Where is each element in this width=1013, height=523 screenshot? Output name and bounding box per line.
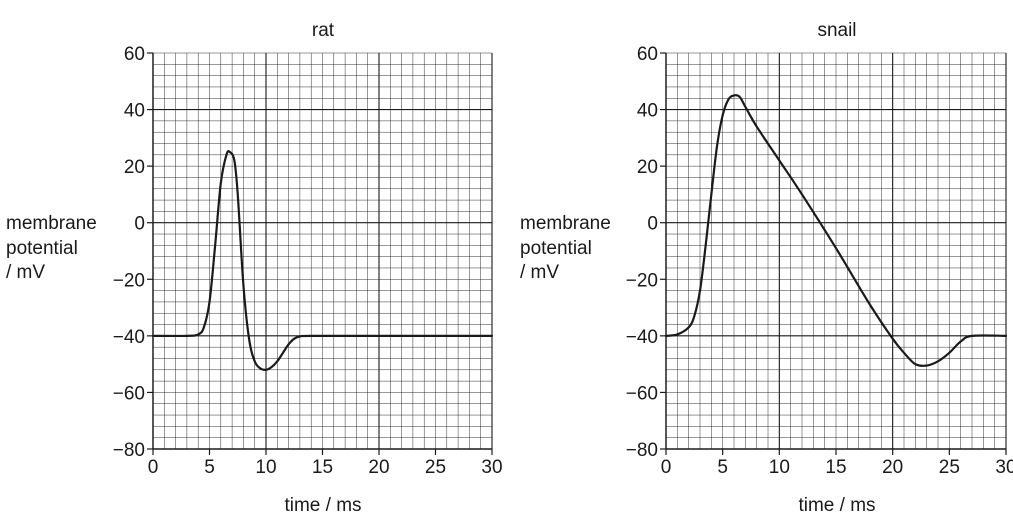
y-tick-label: 0 <box>647 214 658 235</box>
y-tick-label: 20 <box>637 157 658 178</box>
y-tick-label: 60 <box>637 44 658 65</box>
y-axis-label-line-3: / mV <box>6 262 45 283</box>
x-tick-label: 15 <box>825 457 846 478</box>
y-axis-label-line-2: potential <box>6 238 78 259</box>
x-tick-label: 15 <box>312 457 333 478</box>
y-tick-label: 40 <box>124 101 145 122</box>
rat-chart: rat membrane potential / mV time / ms 60… <box>6 20 503 516</box>
x-tick-label: 10 <box>769 457 790 478</box>
y-tick-label: −80 <box>626 440 658 461</box>
x-axis-label: time / ms <box>284 495 361 516</box>
x-tick-label: 0 <box>661 457 672 478</box>
y-tick-label: 20 <box>124 157 145 178</box>
grid <box>665 52 1007 450</box>
action-potential-line <box>151 150 494 371</box>
y-axis-label-line-3: / mV <box>520 262 559 283</box>
y-tick-label: −20 <box>113 270 145 291</box>
snail-chart: snail membrane potential / mV time / ms … <box>520 20 1013 516</box>
x-tick-label: 30 <box>481 457 502 478</box>
y-tick-label: −80 <box>113 440 145 461</box>
chart-title: snail <box>817 20 856 41</box>
x-tick-label: 5 <box>204 457 215 478</box>
x-tick-label: 0 <box>148 457 159 478</box>
y-tick-label: −20 <box>626 270 658 291</box>
y-tick-label: −60 <box>113 383 145 404</box>
y-tick-label: 60 <box>124 44 145 65</box>
action-potential-line <box>664 94 1008 367</box>
y-axis-label-line-1: membrane <box>6 213 97 234</box>
x-axis-label: time / ms <box>798 495 875 516</box>
y-tick-label: −40 <box>113 327 145 348</box>
y-axis-label-line-2: potential <box>520 238 592 259</box>
x-tick-label: 30 <box>995 457 1013 478</box>
y-tick-label: 40 <box>637 101 658 122</box>
x-tick-label: 25 <box>425 457 446 478</box>
x-tick-label: 5 <box>717 457 728 478</box>
x-tick-label: 25 <box>939 457 960 478</box>
chart-title: rat <box>312 20 335 41</box>
grid <box>152 52 493 450</box>
y-axis-label-line-1: membrane <box>520 213 611 234</box>
y-tick-label: −40 <box>626 327 658 348</box>
y-tick-label: −60 <box>626 383 658 404</box>
y-tick-label: 0 <box>134 214 145 235</box>
x-tick-label: 20 <box>882 457 903 478</box>
x-tick-label: 10 <box>255 457 276 478</box>
x-tick-label: 20 <box>368 457 389 478</box>
